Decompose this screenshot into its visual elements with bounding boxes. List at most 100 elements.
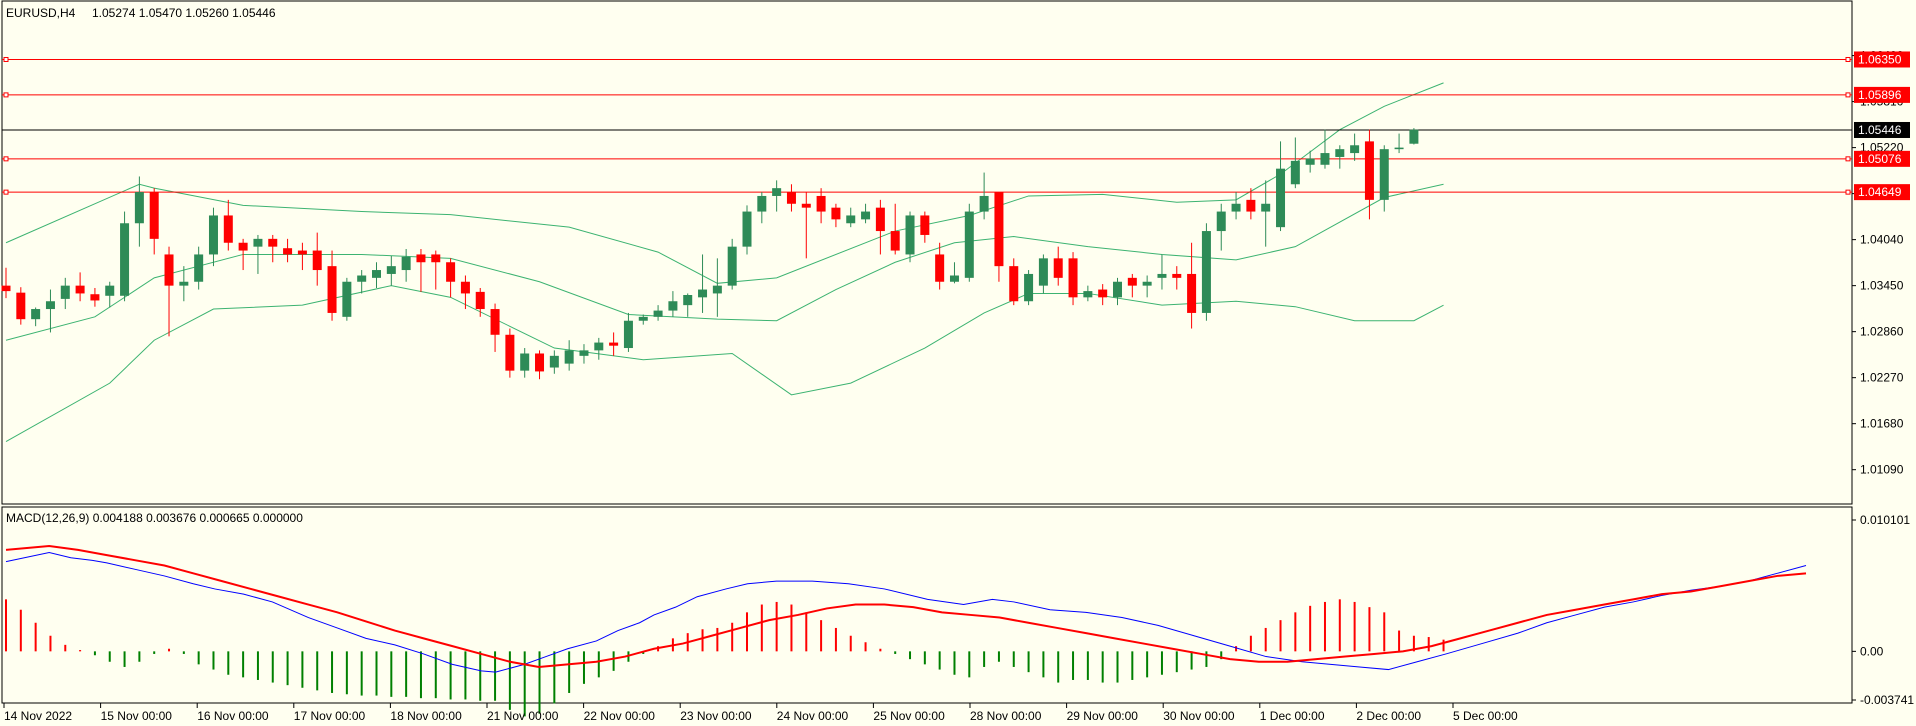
candle	[1068, 252, 1078, 306]
candle	[1231, 192, 1241, 220]
candle-body	[875, 207, 885, 232]
time-label-13: 1 Dec 00:00	[1260, 709, 1325, 723]
candle-body	[1083, 291, 1093, 298]
candle-body	[1231, 203, 1241, 212]
candle-body	[668, 301, 678, 311]
candle	[1379, 145, 1389, 212]
price-tick-label-3: 1.02860	[1860, 325, 1904, 339]
candle	[223, 199, 233, 251]
price-tick-label-4: 1.03450	[1860, 279, 1904, 293]
candle	[1083, 285, 1093, 302]
candle	[460, 275, 470, 310]
candle	[194, 246, 204, 290]
candle	[979, 172, 989, 220]
candle	[505, 328, 515, 378]
candle	[134, 176, 144, 247]
candle-body	[120, 223, 130, 296]
candle	[327, 250, 337, 321]
candle-body	[535, 353, 545, 372]
candle	[16, 287, 26, 325]
bollinger-lower-line	[5, 285, 1444, 443]
candle-body	[45, 301, 55, 310]
current-price-tag-bg	[1854, 121, 1910, 138]
candle-body	[905, 215, 915, 255]
macd-main-line	[5, 552, 1807, 673]
level-handle-left-2	[3, 156, 9, 162]
level-tag-bg-2	[1854, 150, 1910, 167]
candle	[238, 238, 248, 271]
candle	[1290, 137, 1300, 189]
candle-body	[372, 270, 381, 278]
price-tick-label-0: 1.01090	[1860, 463, 1904, 477]
candle-body	[416, 254, 426, 263]
candle	[60, 277, 70, 310]
macd-header: MACD(12,26,9) 0.004188 0.003676 0.000665…	[6, 511, 303, 525]
candle-body	[1113, 281, 1122, 298]
candle-body	[90, 294, 100, 301]
candle-body	[786, 192, 796, 204]
candle	[208, 207, 218, 267]
candle	[1394, 133, 1404, 154]
candle	[386, 256, 396, 286]
candle-body	[623, 320, 633, 349]
candle-body	[979, 195, 989, 212]
candle-body	[1246, 199, 1256, 212]
level-price-tags: 1.06350 1.05896 1.05076 1.04649 1.05446	[1854, 51, 1910, 201]
candle-body	[1157, 273, 1167, 278]
level-handle-left-3	[3, 189, 9, 195]
time-label-6: 22 Nov 00:00	[584, 709, 656, 723]
candle	[164, 246, 174, 337]
candle	[772, 180, 782, 212]
candle-body	[490, 309, 500, 335]
candle-body	[1142, 281, 1152, 286]
candle-body	[505, 334, 515, 371]
price-tick-label-5: 1.04040	[1860, 233, 1904, 247]
candle-body	[386, 266, 396, 274]
time-label-3: 17 Nov 00:00	[294, 709, 366, 723]
candle-body	[609, 342, 619, 346]
candle	[757, 192, 767, 224]
candle	[268, 234, 278, 263]
level-handle-left-1	[3, 92, 9, 98]
level-handle-right-1	[1845, 92, 1851, 98]
candle	[1172, 266, 1182, 290]
candle-body	[253, 238, 263, 247]
candle-body	[920, 215, 930, 235]
candle	[1246, 188, 1256, 220]
candle-body	[431, 254, 441, 263]
time-label-8: 24 Nov 00:00	[777, 709, 849, 723]
level-handle-right-3	[1845, 189, 1851, 195]
price-panel[interactable]: 1.01090 1.01680 1.02270 1.02860 1.03450 1.040…	[1, 0, 1911, 505]
candle	[1409, 128, 1419, 145]
candle-body	[297, 250, 307, 255]
candle-body	[1, 285, 11, 292]
candle-body	[1038, 258, 1048, 286]
candle	[594, 337, 604, 360]
candle	[623, 312, 633, 352]
bollinger-upper-line	[5, 82, 1444, 284]
macd-panel[interactable]: 0.010101 0.00 -0.003741 MACD(12,26,9) 0.00…	[1, 506, 1914, 717]
candle-body	[31, 309, 41, 320]
candle	[535, 350, 545, 380]
candle	[861, 203, 871, 224]
horizontal-levels[interactable]	[2, 56, 1852, 195]
candle-body	[1350, 145, 1360, 154]
chart-header-ohlc: 1.05274 1.05470 1.05260 1.05446	[92, 6, 276, 20]
candlestick-series	[1, 128, 1419, 380]
candle-body	[638, 316, 648, 321]
time-label-11: 29 Nov 00:00	[1067, 709, 1139, 723]
candle	[253, 234, 263, 274]
candle-body	[1172, 273, 1182, 278]
candle	[520, 348, 530, 378]
candle	[312, 232, 322, 286]
candle	[786, 184, 796, 212]
time-label-12: 30 Nov 00:00	[1163, 709, 1235, 723]
level-tag-label-3: 1.04649	[1858, 185, 1902, 199]
candle-body	[268, 238, 278, 247]
candle-body	[579, 350, 589, 356]
candle	[564, 340, 574, 371]
candle-body	[757, 195, 767, 212]
candle	[342, 277, 352, 321]
candle-body	[1409, 129, 1419, 144]
